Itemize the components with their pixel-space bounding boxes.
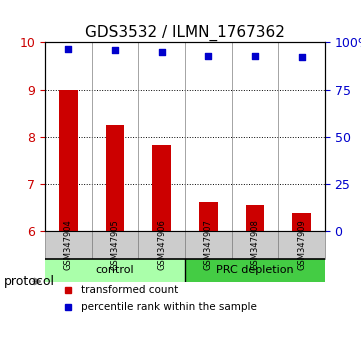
Text: GSM347907: GSM347907 (204, 219, 213, 270)
FancyBboxPatch shape (278, 231, 325, 259)
Text: GSM347909: GSM347909 (297, 219, 306, 270)
FancyBboxPatch shape (185, 231, 232, 259)
Text: control: control (96, 265, 134, 275)
Text: GSM347908: GSM347908 (251, 219, 260, 270)
Point (252, 53, 258, 59)
FancyBboxPatch shape (45, 231, 92, 259)
Bar (292, 213, 311, 231)
Text: PRC depletion: PRC depletion (216, 265, 294, 275)
Bar (106, 125, 125, 231)
FancyBboxPatch shape (232, 231, 278, 259)
Point (112, 47, 118, 53)
Text: GSM347905: GSM347905 (110, 219, 119, 270)
Text: transformed count: transformed count (82, 285, 179, 295)
Point (66, 46, 71, 52)
FancyBboxPatch shape (138, 231, 185, 259)
Point (205, 53, 211, 59)
FancyBboxPatch shape (92, 231, 138, 259)
FancyBboxPatch shape (45, 259, 185, 281)
Bar (199, 202, 218, 231)
Text: GSM347904: GSM347904 (64, 219, 73, 270)
Bar (59, 90, 78, 231)
Text: protocol: protocol (4, 275, 55, 288)
Bar (152, 145, 171, 231)
Point (159, 50, 165, 55)
FancyBboxPatch shape (185, 259, 325, 281)
Bar (245, 205, 264, 231)
Text: GSM347906: GSM347906 (157, 219, 166, 270)
Title: GDS3532 / ILMN_1767362: GDS3532 / ILMN_1767362 (85, 25, 285, 41)
Point (299, 55, 304, 60)
Text: percentile rank within the sample: percentile rank within the sample (82, 302, 257, 312)
